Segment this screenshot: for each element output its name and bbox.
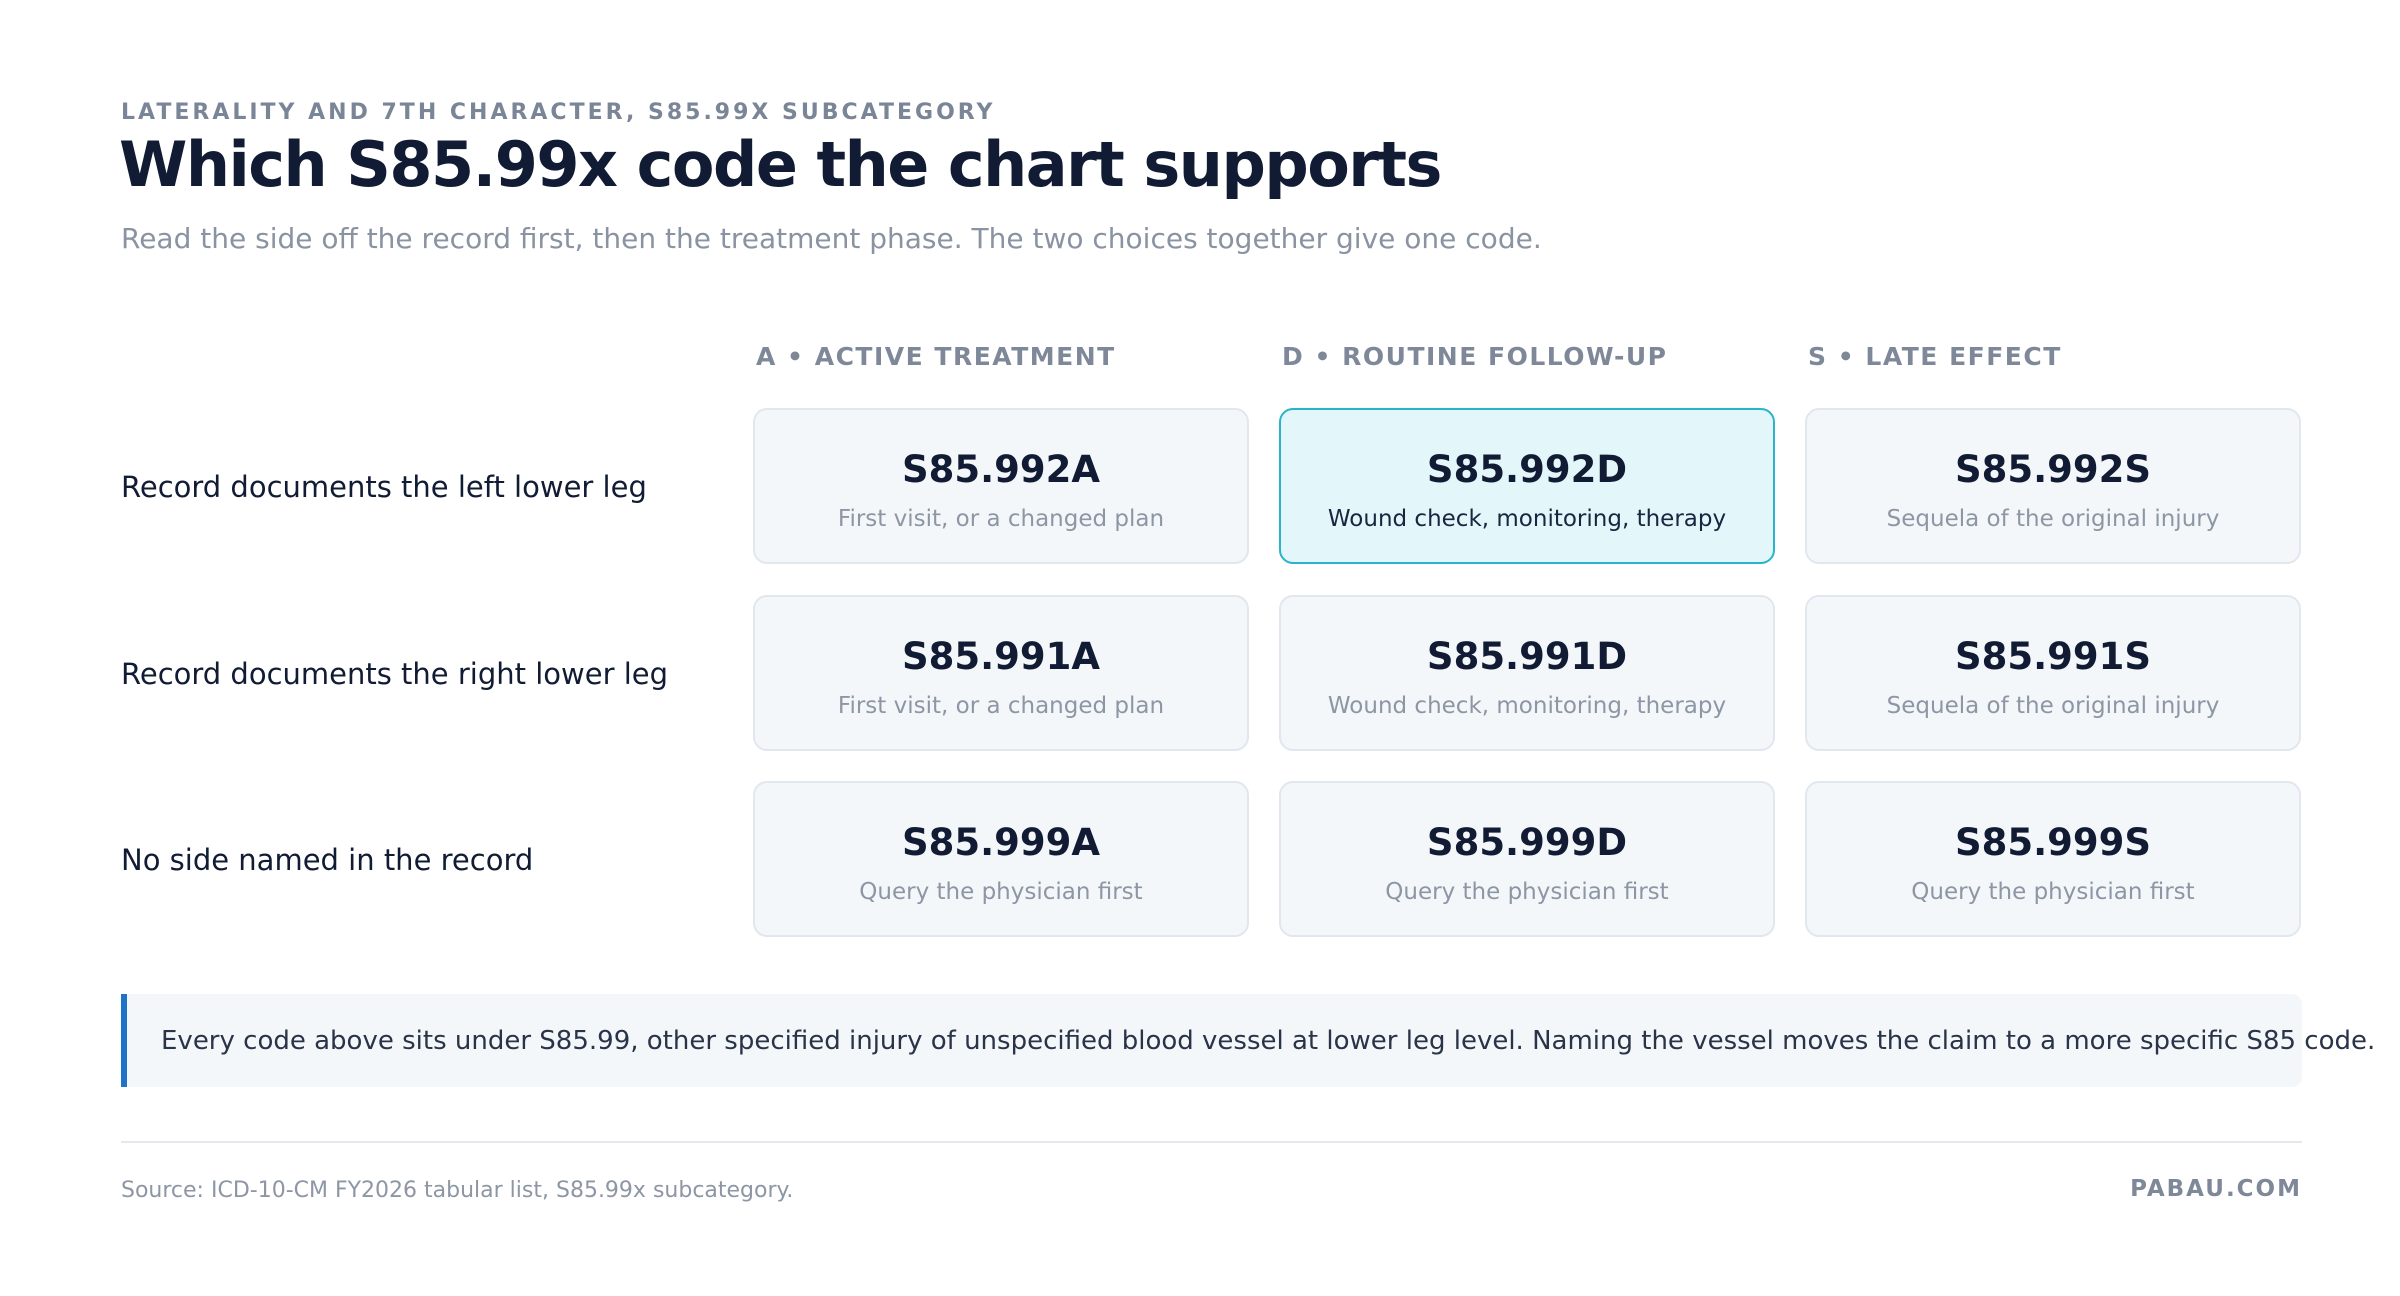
code: S85.991D [1426,635,1628,678]
code: S85.991A [901,635,1101,678]
code-card: S85.992D Wound check, monitoring, therapy [1279,408,1775,564]
code: S85.992S [1954,448,2152,491]
description: Query the physician first [859,879,1143,905]
description: Wound check, monitoring, therapy [1327,506,1727,532]
divider [121,1141,2302,1143]
column-header: A • ACTIVE TREATMENT [756,342,1116,371]
subtitle: Read the side off the record first, then… [121,222,1542,255]
code: S85.991S [1954,635,2152,678]
code-card: S85.991A First visit, or a changed plan [753,595,1249,751]
row-label: Record documents the left lower leg [121,470,647,504]
row-label: Record documents the right lower leg [121,657,669,691]
note-text: Every code above sits under S85.99, othe… [161,1025,2376,1056]
code: S85.992A [901,448,1101,491]
title: Which S85.99x code the chart supports [119,128,1442,201]
source: Source: ICD-10-CM FY2026 tabular list, S… [121,1178,794,1203]
code-card: S85.999A Query the physician first [753,781,1249,937]
code: S85.999D [1426,821,1628,864]
column-header: S • LATE EFFECT [1808,342,2062,371]
row-label: No side named in the record [121,843,534,877]
code-card: S85.991D Wound check, monitoring, therapy [1279,595,1775,751]
code: S85.999S [1954,821,2152,864]
code-card: S85.992S Sequela of the original injury [1805,408,2301,564]
column-header: D • ROUTINE FOLLOW-UP [1282,342,1668,371]
code: S85.992D [1426,448,1628,491]
description: Wound check, monitoring, therapy [1327,693,1727,719]
eyebrow: LATERALITY AND 7TH CHARACTER, S85.99X SU… [121,100,996,125]
description: Query the physician first [1911,879,2195,905]
description: First visit, or a changed plan [837,506,1165,532]
description: Sequela of the original injury [1886,693,2220,719]
code: S85.999A [901,821,1101,864]
description: Sequela of the original injury [1886,506,2220,532]
description: First visit, or a changed plan [837,693,1165,719]
code-card: S85.991S Sequela of the original injury [1805,595,2301,751]
code-card: S85.999D Query the physician first [1279,781,1775,937]
note-box: Every code above sits under S85.99, othe… [121,994,2375,1087]
code-card: S85.999S Query the physician first [1805,781,2301,937]
description: Query the physician first [1385,879,1669,905]
brand: PABAU.COM [2130,1176,2302,1202]
code-card: S85.992A First visit, or a changed plan [753,408,1249,564]
